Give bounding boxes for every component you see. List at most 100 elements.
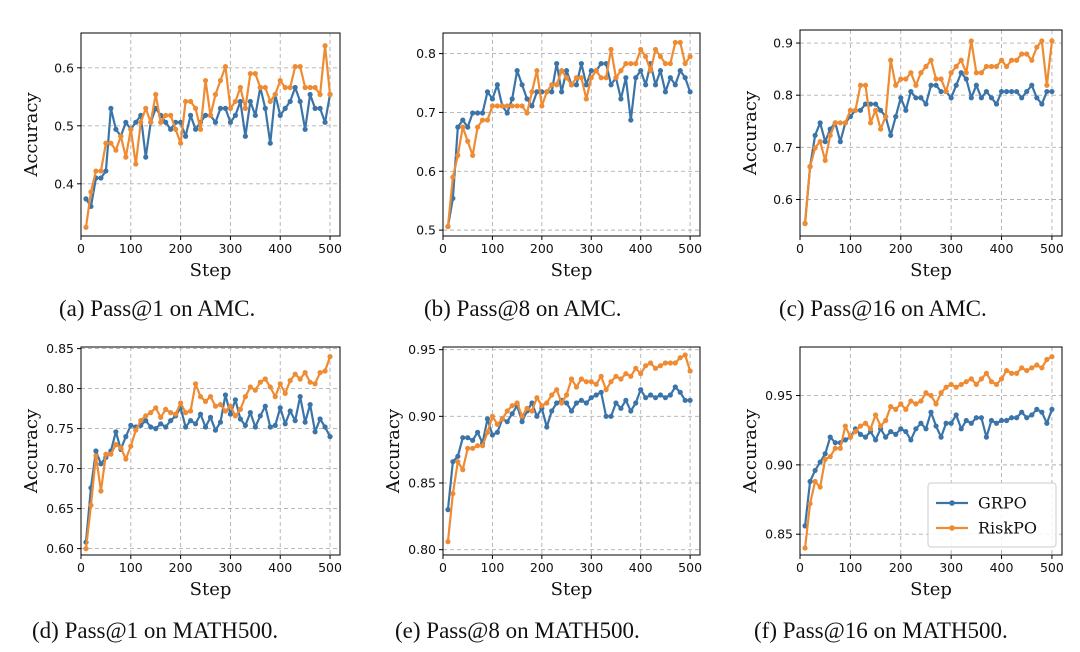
data-point-riskpo	[529, 89, 535, 95]
data-point-riskpo	[988, 379, 995, 385]
data-point-riskpo	[842, 423, 848, 429]
data-point-riskpo	[212, 403, 219, 409]
data-point-riskpo	[968, 38, 974, 44]
data-point-riskpo	[267, 98, 273, 105]
data-point-grpo	[489, 432, 496, 438]
data-point-grpo	[988, 95, 995, 101]
y-tick-label: 0.7	[773, 140, 793, 155]
data-point-riskpo	[1029, 365, 1035, 371]
data-point-riskpo	[287, 84, 293, 91]
series-line-grpo	[446, 62, 692, 227]
data-point-riskpo	[893, 406, 899, 412]
data-point-grpo	[598, 389, 604, 395]
data-point-riskpo	[178, 140, 184, 146]
data-point-grpo	[1019, 95, 1025, 101]
data-point-riskpo	[257, 379, 263, 385]
data-point-riskpo	[928, 392, 934, 399]
data-point-grpo	[519, 419, 525, 425]
data-point-grpo	[297, 98, 303, 105]
data-point-grpo	[549, 408, 555, 414]
data-point-grpo	[923, 101, 929, 107]
data-point-riskpo	[573, 75, 580, 81]
data-point-grpo	[267, 140, 273, 146]
data-point-riskpo	[1034, 362, 1040, 368]
data-point-grpo	[963, 417, 969, 424]
data-point-grpo	[524, 96, 530, 102]
data-point-riskpo	[923, 390, 929, 396]
data-point-riskpo	[812, 478, 818, 485]
data-point-riskpo	[1029, 57, 1035, 63]
data-point-riskpo	[479, 117, 486, 123]
data-point-riskpo	[1019, 365, 1025, 371]
data-point-riskpo	[138, 418, 144, 424]
data-point-grpo	[1029, 412, 1035, 418]
data-point-riskpo	[187, 408, 194, 414]
legend-label-grpo: GRPO	[978, 494, 1027, 513]
data-point-riskpo	[514, 400, 520, 406]
data-point-riskpo	[302, 370, 308, 376]
data-point-grpo	[1034, 95, 1040, 101]
y-tick-label: 0.85	[408, 476, 436, 491]
data-point-riskpo	[638, 46, 644, 53]
data-point-grpo	[262, 105, 268, 111]
data-point-riskpo	[262, 84, 268, 91]
data-point-riskpo	[163, 112, 169, 118]
data-point-riskpo	[598, 373, 604, 379]
data-point-riskpo	[227, 403, 234, 409]
data-point-grpo	[638, 68, 644, 74]
data-point-riskpo	[968, 376, 974, 382]
data-point-riskpo	[973, 381, 979, 388]
data-point-riskpo	[108, 451, 114, 457]
data-point-grpo	[312, 105, 318, 111]
data-point-riskpo	[262, 376, 268, 382]
data-point-grpo	[807, 478, 813, 485]
data-point-riskpo	[832, 445, 838, 451]
data-point-riskpo	[1044, 356, 1050, 363]
data-point-grpo	[1024, 415, 1030, 421]
data-point-grpo	[113, 429, 119, 435]
y-tick-label: 0.5	[416, 223, 436, 238]
data-point-riskpo	[312, 84, 318, 91]
data-point-grpo	[822, 139, 828, 145]
data-point-grpo	[514, 68, 520, 74]
data-point-riskpo	[1009, 370, 1015, 376]
data-point-grpo	[687, 89, 693, 95]
data-point-grpo	[222, 105, 229, 111]
data-point-grpo	[1034, 406, 1040, 412]
data-point-grpo	[677, 68, 683, 74]
data-point-grpo	[187, 418, 194, 424]
data-point-grpo	[643, 82, 649, 88]
x-tick-label: 300	[218, 560, 242, 575]
data-point-grpo	[455, 453, 461, 459]
data-point-riskpo	[958, 57, 964, 63]
data-point-riskpo	[913, 82, 919, 88]
data-point-grpo	[470, 437, 476, 443]
data-point-grpo	[578, 60, 584, 67]
data-point-grpo	[872, 437, 879, 443]
data-point-grpo	[153, 426, 159, 432]
data-point-grpo	[187, 112, 194, 118]
data-point-riskpo	[593, 381, 599, 387]
data-point-riskpo	[643, 363, 649, 369]
data-point-grpo	[217, 419, 224, 425]
data-point-riskpo	[153, 405, 159, 411]
data-point-grpo	[1044, 420, 1050, 426]
chart-panel-5: 0 100 200 300 400 500 0.85 0.90 0.95 Step Accuracy…	[740, 346, 1064, 600]
data-point-grpo	[247, 98, 253, 105]
data-point-riskpo	[148, 119, 154, 125]
data-point-grpo	[445, 507, 451, 513]
data-point-grpo	[297, 394, 303, 400]
data-point-grpo	[588, 395, 594, 401]
data-point-riskpo	[837, 120, 843, 126]
data-point-riskpo	[872, 412, 879, 418]
series-line-grpo	[446, 385, 691, 510]
data-point-riskpo	[588, 75, 594, 81]
data-point-grpo	[657, 68, 664, 74]
data-point-riskpo	[933, 401, 939, 407]
data-point-riskpo	[623, 371, 629, 377]
data-point-riskpo	[128, 126, 134, 132]
data-point-grpo	[1029, 82, 1035, 88]
x-tick-label: 300	[579, 560, 603, 575]
data-point-riskpo	[327, 91, 333, 98]
